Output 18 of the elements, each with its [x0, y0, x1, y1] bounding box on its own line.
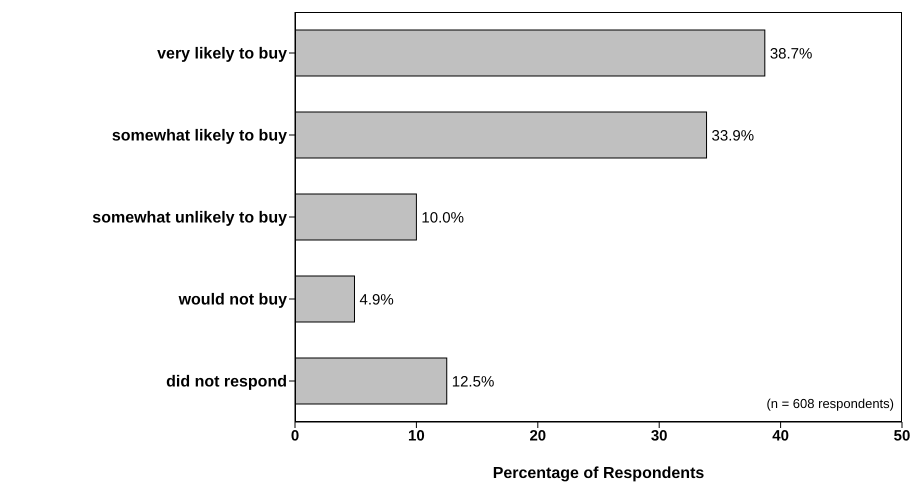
- data-label: 10.0%: [421, 209, 464, 226]
- data-label: 4.9%: [359, 291, 394, 308]
- x-tick-label: 40: [772, 428, 789, 445]
- y-tick-label: somewhat likely to buy: [112, 128, 288, 145]
- annotation: (n = 608 respondents): [766, 396, 894, 411]
- y-tick-label: would not buy: [178, 292, 288, 309]
- y-tick-label: did not respond: [166, 374, 287, 391]
- x-tick-label: 30: [650, 428, 668, 445]
- x-tick-label: 0: [290, 428, 300, 445]
- data-label: 33.9%: [712, 127, 754, 144]
- y-tick-label: somewhat unlikely to buy: [92, 210, 288, 227]
- data-label: 12.5%: [452, 373, 494, 390]
- x-tick-label: 50: [894, 428, 910, 445]
- x-axis-title: Percentage of Respondents: [492, 465, 704, 482]
- x-tick-label: 20: [529, 428, 546, 445]
- data-label: 38.7%: [770, 45, 812, 62]
- x-tick-label: 10: [408, 428, 425, 445]
- y-tick-label: very likely to buy: [157, 46, 288, 63]
